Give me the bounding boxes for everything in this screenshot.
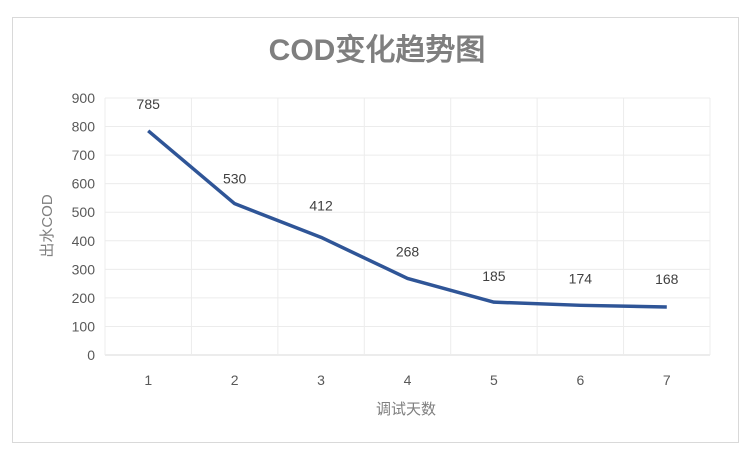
- x-tick-label: 5: [490, 372, 498, 388]
- data-label: 185: [482, 268, 506, 284]
- y-tick-label: 400: [72, 233, 96, 249]
- chart-title: COD变化趋势图: [269, 33, 486, 67]
- data-label: 268: [396, 243, 420, 259]
- y-tick-label: 0: [87, 347, 95, 363]
- y-tick-label: 200: [72, 290, 96, 306]
- data-label: 530: [223, 171, 247, 187]
- y-axis-title: 出水COD: [39, 194, 56, 258]
- chart-frame: [12, 17, 739, 443]
- data-label: 174: [569, 270, 593, 286]
- x-tick-label: 3: [317, 372, 325, 388]
- x-axis-title: 调试天数: [376, 401, 436, 418]
- x-tick-label: 6: [576, 372, 584, 388]
- y-tick-label: 600: [72, 176, 96, 192]
- x-tick-label: 7: [663, 372, 671, 388]
- data-label: 168: [655, 271, 679, 287]
- y-tick-label: 300: [72, 261, 96, 277]
- data-label: 412: [309, 197, 333, 213]
- y-tick-label: 800: [72, 119, 96, 135]
- y-tick-label: 100: [72, 318, 96, 334]
- data-label: 785: [137, 96, 161, 112]
- x-tick-label: 1: [144, 372, 152, 388]
- y-tick-label: 700: [72, 147, 96, 163]
- y-tick-label: 500: [72, 204, 96, 220]
- y-tick-label: 900: [72, 90, 96, 106]
- x-tick-label: 2: [231, 372, 239, 388]
- x-tick-label: 4: [404, 372, 412, 388]
